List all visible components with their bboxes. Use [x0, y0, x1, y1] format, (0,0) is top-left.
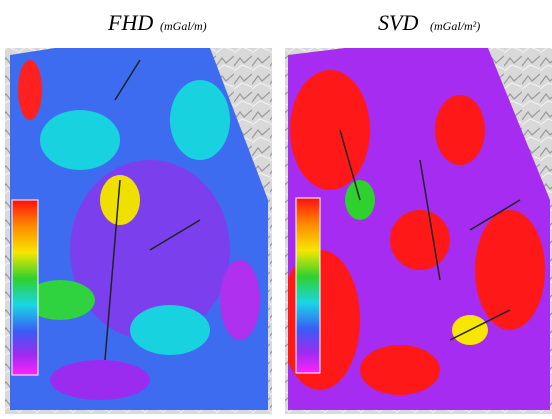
panel-units: (mGal/m) [160, 19, 207, 33]
svd-map [280, 48, 552, 414]
fhd-map [5, 48, 272, 414]
panel-units: (mGal/m²) [430, 19, 480, 33]
panel-title: SVD [378, 10, 418, 35]
figure: FHD (mGal/m) SVD (mGal/m²) [0, 0, 552, 414]
panel-title: FHD [107, 10, 153, 35]
